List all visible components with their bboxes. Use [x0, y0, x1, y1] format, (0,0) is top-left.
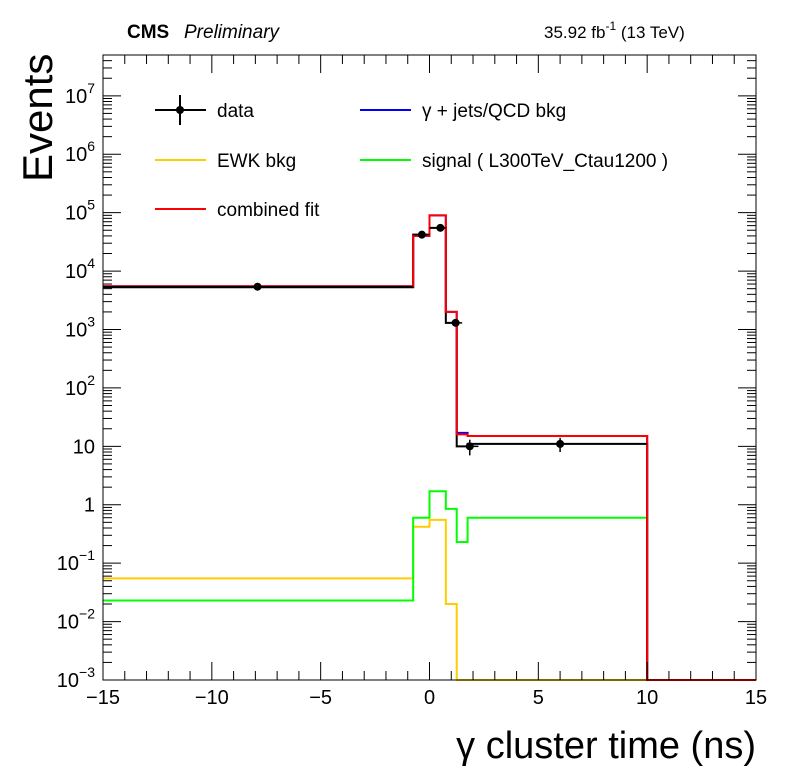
y-tick-base: 10 — [57, 670, 79, 692]
legend-item: combined fit — [155, 200, 320, 221]
legend-label: γ + jets/QCD bkg — [422, 101, 566, 122]
legend-swatch-marker — [176, 106, 184, 114]
data-point-marker — [417, 230, 426, 239]
data-point-marker — [436, 223, 445, 232]
y-tick-base: 10 — [65, 319, 87, 341]
y-tick-exponent: 7 — [87, 80, 95, 96]
x-tick-label: −15 — [86, 687, 120, 709]
y-tick-label: 102 — [65, 372, 95, 400]
y-tick-label: 1 — [84, 495, 95, 517]
y-tick-exponent: 6 — [87, 138, 95, 154]
legend-label: combined fit — [217, 200, 320, 221]
lumi-value: 35.92 fb — [544, 23, 605, 42]
y-tick-base: 10 — [65, 261, 87, 283]
y-tick-exponent: −3 — [79, 664, 95, 680]
y-tick-base: 10 — [65, 86, 87, 108]
cms-label: CMS — [127, 22, 169, 43]
y-tick-base: 1 — [84, 495, 95, 517]
legend-item: data — [155, 95, 254, 125]
y-tick-exponent: 2 — [87, 372, 95, 388]
x-tick-label: −5 — [309, 687, 332, 709]
y-tick-label: 103 — [65, 313, 95, 341]
data-point — [413, 230, 430, 239]
legend-label: EWK bkg — [217, 151, 296, 172]
data-point — [465, 439, 479, 456]
y-tick-base: 10 — [73, 436, 95, 458]
qcd-bkg-hist — [103, 214, 756, 681]
y-tick-label: 106 — [65, 138, 95, 166]
y-tick-exponent: 3 — [87, 313, 95, 329]
plot-area — [103, 214, 756, 681]
legend-item: γ + jets/QCD bkg — [360, 101, 566, 122]
legend-item: signal ( L300TeV_Ctau1200 ) — [360, 151, 668, 172]
data-hist — [103, 226, 756, 681]
data-point-marker — [556, 439, 565, 448]
y-tick-base: 10 — [65, 378, 87, 400]
y-tick-base: 10 — [65, 203, 87, 225]
y-tick-label: 10−1 — [57, 547, 95, 575]
y-tick-exponent: 4 — [87, 255, 95, 271]
y-axis-label: Events — [14, 54, 61, 182]
combined-fit-hist — [103, 214, 756, 681]
y-tick-label: 10−3 — [57, 664, 95, 692]
x-tick-label: 10 — [636, 687, 658, 709]
data-point — [429, 223, 446, 232]
axes: −15 −10 −5 0 5 10 1510−310−210−111010210310410… — [57, 54, 767, 709]
lumi-exponent: -1 — [605, 19, 616, 33]
y-tick-label: 105 — [65, 197, 95, 225]
y-tick-label: 107 — [65, 80, 95, 108]
data-point-marker — [253, 282, 262, 291]
plot-frame — [102, 54, 757, 681]
preliminary-label: Preliminary — [184, 22, 281, 43]
y-tick-label: 104 — [65, 255, 95, 283]
x-tick-label: 15 — [745, 687, 767, 709]
header: CMS Preliminary 35.92 fb-1 (13 TeV) — [127, 19, 685, 43]
y-tick-label: 10 — [73, 436, 95, 458]
data-point — [103, 282, 414, 291]
y-tick-label: 10−2 — [57, 606, 95, 634]
data-point-marker — [465, 442, 474, 451]
x-tick-label: 5 — [533, 687, 544, 709]
x-tick-label: 0 — [424, 687, 435, 709]
signal-hist — [103, 490, 756, 681]
legend: data γ + jets/QCD bkg EWK bkg signal ( L300… — [155, 95, 668, 221]
lumi-label: 35.92 fb-1 (13 TeV) — [544, 19, 685, 42]
data-point-marker — [451, 318, 460, 327]
legend-item: EWK bkg — [155, 151, 296, 172]
x-axis-label: γ cluster time (ns) — [456, 725, 756, 767]
y-tick-exponent: −1 — [79, 547, 95, 563]
y-tick-exponent: 5 — [87, 197, 95, 213]
y-tick-base: 10 — [57, 553, 79, 575]
data-point — [445, 318, 463, 327]
y-tick-exponent: −2 — [79, 606, 95, 622]
legend-label: data — [217, 101, 254, 122]
data-point — [478, 437, 648, 452]
legend-label: signal ( L300TeV_Ctau1200 ) — [422, 151, 668, 172]
y-tick-base: 10 — [65, 144, 87, 166]
x-tick-label: −10 — [195, 687, 229, 709]
y-tick-base: 10 — [57, 612, 79, 634]
energy-label: (13 TeV) — [616, 23, 685, 42]
